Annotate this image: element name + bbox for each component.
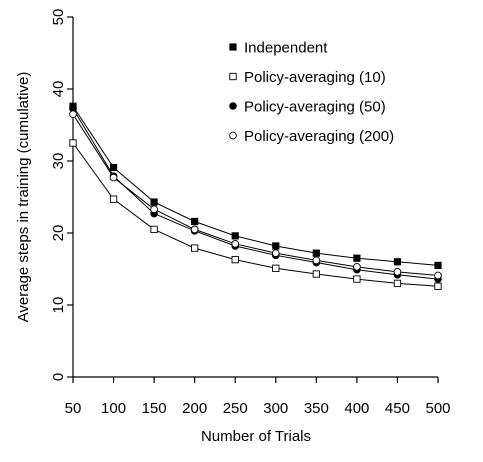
x-axis-label: Number of Trials (201, 428, 311, 445)
data-point (231, 255, 239, 264)
series-line (72, 142, 439, 287)
data-point (272, 264, 280, 272)
data-point (272, 242, 280, 250)
data-point (109, 163, 118, 172)
data-point (271, 249, 280, 258)
data-point (191, 244, 199, 252)
data-point (353, 275, 361, 283)
legend-item: Policy-averaging (10) (229, 69, 386, 86)
data-point (312, 270, 320, 278)
x-tick-label: 200 (182, 400, 207, 417)
data-point (150, 225, 158, 234)
data-point (353, 262, 361, 271)
y-tick-label: 50 (50, 9, 67, 26)
x-tick-label: 450 (385, 400, 410, 417)
legend-label: Independent (244, 40, 328, 57)
series-line (72, 108, 439, 280)
axes: 0 10 20 30 40 50 50 100 150 200 250 300 350 400 450 500 (50, 9, 451, 417)
data-point (190, 225, 199, 234)
series-line (72, 113, 439, 276)
legend-marker (229, 102, 237, 110)
legend-marker (229, 43, 237, 51)
legend-marker (229, 131, 237, 140)
x-tick-label: 500 (425, 400, 450, 417)
y-tick-label: 0 (50, 373, 67, 381)
data-point (69, 139, 77, 147)
x-tick-label: 50 (65, 400, 82, 417)
data-point (109, 173, 118, 182)
series-layer (69, 102, 442, 290)
series-3 (69, 110, 442, 280)
data-point (353, 254, 361, 262)
data-point (434, 271, 442, 280)
x-tick-label: 300 (263, 400, 288, 417)
x-tick-label: 350 (304, 400, 329, 417)
y-tick-label: 40 (50, 81, 67, 98)
legend: Independent Policy-averaging (10) Policy-a… (229, 40, 394, 145)
legend-label: Policy-averaging (10) (244, 69, 386, 86)
data-point (231, 232, 239, 240)
x-tick-label: 100 (101, 400, 126, 417)
x-tick-label: 250 (223, 400, 248, 417)
data-point (434, 282, 442, 290)
series-line (72, 106, 439, 266)
data-point (150, 205, 158, 214)
data-point (393, 268, 402, 276)
legend-label: Policy-averaging (200) (244, 128, 394, 145)
y-tick-label: 20 (50, 225, 67, 242)
legend-item: Independent (229, 40, 328, 57)
legend-label: Policy-averaging (50) (244, 99, 386, 116)
legend-item: Policy-averaging (200) (229, 128, 394, 145)
y-tick-label: 10 (50, 297, 67, 314)
y-axis-label: Average steps in training (cumulative) (15, 72, 32, 323)
legend-item: Policy-averaging (50) (229, 99, 386, 116)
data-point (312, 256, 321, 265)
y-tick-label: 30 (50, 153, 67, 170)
x-tick-label: 150 (142, 400, 167, 417)
data-point (393, 279, 402, 288)
data-point (69, 110, 77, 119)
data-point (312, 249, 320, 257)
data-point (434, 261, 442, 270)
data-point (393, 258, 402, 266)
data-point (231, 239, 240, 248)
legend-marker (229, 72, 237, 81)
x-tick-label: 400 (344, 400, 369, 417)
data-point (191, 217, 199, 226)
series-1 (69, 139, 442, 290)
data-point (150, 198, 158, 206)
data-point (109, 195, 118, 203)
